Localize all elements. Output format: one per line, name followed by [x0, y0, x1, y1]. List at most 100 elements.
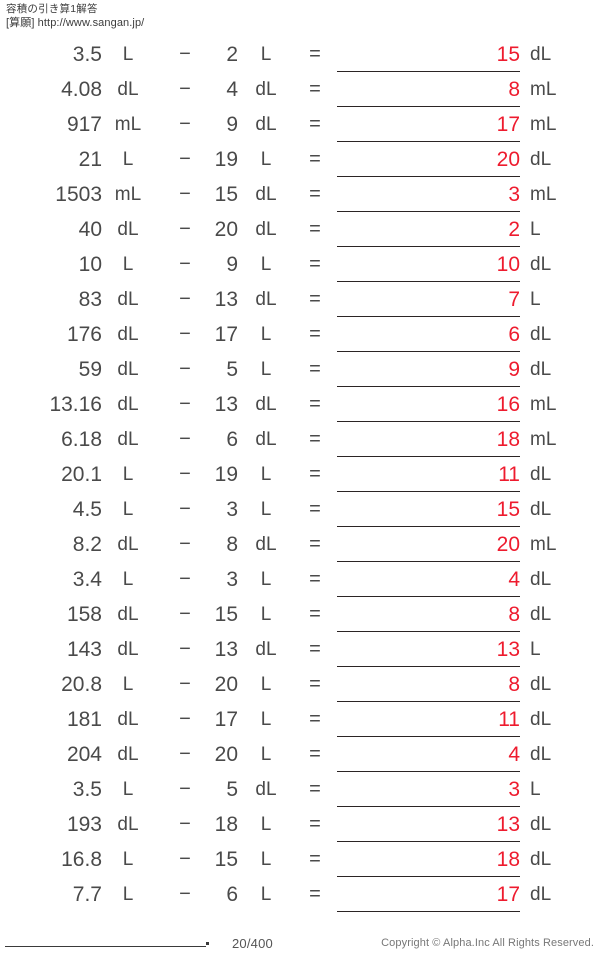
answer-value[interactable]: 17: [496, 883, 520, 906]
answer-value[interactable]: 20: [496, 533, 520, 556]
problem-unit-2: L: [260, 849, 272, 870]
answer-value[interactable]: 3: [508, 183, 520, 206]
answer-value[interactable]: 13: [496, 638, 520, 661]
problem-unit-1: dL: [117, 639, 139, 660]
answer-value[interactable]: 20: [496, 148, 520, 171]
problem-operand-1: 193: [66, 813, 102, 836]
answer-value[interactable]: 15: [496, 43, 520, 66]
answer-value[interactable]: 8: [508, 673, 520, 696]
problem-unit-2: L: [260, 149, 272, 170]
answer-value[interactable]: 18: [496, 428, 520, 451]
equals-operator: =: [309, 463, 321, 485]
answer-rule-line: [337, 176, 520, 177]
answer-rule-line: [337, 666, 520, 667]
answer-value[interactable]: 11: [498, 463, 520, 486]
problem-unit-1: dL: [117, 429, 139, 450]
problem-operand-1: 3.4: [72, 568, 102, 591]
answer-rule-line: [337, 71, 520, 72]
minus-operator: −: [179, 603, 191, 625]
answer-value[interactable]: 13: [496, 813, 520, 836]
problem-unit-2: L: [260, 254, 272, 275]
problem-operand-2: 9: [226, 253, 238, 276]
answer-value[interactable]: 6: [508, 323, 520, 346]
answer-value[interactable]: 10: [496, 253, 520, 276]
answer-value[interactable]: 3: [508, 778, 520, 801]
answer-value[interactable]: 8: [508, 78, 520, 101]
problem-operand-2: 2: [226, 43, 238, 66]
problem-operand-1: 3.5: [72, 43, 102, 66]
problem-unit-2: dL: [255, 429, 277, 450]
answer-value[interactable]: 4: [508, 743, 520, 766]
problem-unit-1: dL: [117, 79, 139, 100]
answer-value[interactable]: 4: [508, 568, 520, 591]
answer-value[interactable]: 16: [496, 393, 520, 416]
problem-operand-1: 40: [78, 218, 102, 241]
answer-unit: dL: [530, 884, 552, 905]
answer-rule-line: [337, 281, 520, 282]
answer-value[interactable]: 15: [496, 498, 520, 521]
equals-operator: =: [309, 43, 321, 65]
problem-unit-1: dL: [117, 219, 139, 240]
problem-operand-1: 20.1: [61, 463, 102, 486]
equals-operator: =: [309, 183, 321, 205]
problem-operand-1: 16.8: [61, 848, 102, 871]
problem-unit-1: L: [122, 464, 134, 485]
answer-unit: L: [530, 219, 541, 240]
problem-operand-1: 3.5: [72, 778, 102, 801]
answer-unit: dL: [530, 499, 552, 520]
problem-operand-2: 17: [214, 323, 238, 346]
answer-unit: dL: [530, 324, 552, 345]
problem-operand-2: 15: [214, 183, 238, 206]
answer-unit: mL: [530, 534, 557, 555]
answer-value[interactable]: 11: [498, 708, 520, 731]
problem-unit-1: L: [122, 499, 134, 520]
answer-rule-line: [337, 491, 520, 492]
answer-unit: dL: [530, 604, 552, 625]
answer-rule-line: [337, 211, 520, 212]
answer-value[interactable]: 17: [496, 113, 520, 136]
answer-rule-line: [337, 106, 520, 107]
problem-unit-2: L: [260, 604, 272, 625]
answer-rule-line: [337, 631, 520, 632]
problem-operand-1: 181: [66, 708, 102, 731]
answer-value[interactable]: 9: [508, 358, 520, 381]
answer-rule-line: [337, 386, 520, 387]
problem-operand-1: 7.7: [72, 883, 102, 906]
problem-unit-1: dL: [117, 394, 139, 415]
problem-unit-2: L: [260, 499, 272, 520]
problem-operand-2: 20: [214, 743, 238, 766]
problem-row: 193 dL − 18 L = 13 dL: [0, 808, 600, 843]
answer-unit: dL: [530, 464, 552, 485]
problem-row: 20.1 L − 19 L = 11 dL: [0, 458, 600, 493]
equals-operator: =: [309, 218, 321, 240]
answer-unit: dL: [530, 709, 552, 730]
answer-unit: L: [530, 639, 541, 660]
answer-value[interactable]: 7: [508, 288, 520, 311]
problem-row: 917 mL − 9 dL = 17 mL: [0, 108, 600, 143]
answer-rule-line: [337, 911, 520, 912]
equals-operator: =: [309, 148, 321, 170]
minus-operator: −: [179, 288, 191, 310]
answer-rule-line: [337, 456, 520, 457]
problem-operand-2: 13: [214, 288, 238, 311]
problem-row: 3.4 L − 3 L = 4 dL: [0, 563, 600, 598]
problem-row: 21 L − 19 L = 20 dL: [0, 143, 600, 178]
copyright-notice: Copyright © Alpha.Inc All Rights Reserve…: [381, 937, 594, 949]
answer-value[interactable]: 2: [508, 218, 520, 241]
problem-unit-1: dL: [117, 814, 139, 835]
answer-value[interactable]: 18: [496, 848, 520, 871]
equals-operator: =: [309, 78, 321, 100]
name-entry-line[interactable]: [5, 946, 206, 947]
answer-rule-line: [337, 841, 520, 842]
problem-row: 143 dL − 13 dL = 13 L: [0, 633, 600, 668]
problem-row: 6.18 dL − 6 dL = 18 mL: [0, 423, 600, 458]
problem-operand-1: 8.2: [72, 533, 102, 556]
answer-unit: mL: [530, 79, 557, 100]
minus-operator: −: [179, 498, 191, 520]
problem-operand-1: 6.18: [61, 428, 102, 451]
answer-value[interactable]: 8: [508, 603, 520, 626]
worksheet-header: 容積の引き算1解答 [算願] http://www.sangan.jp/: [6, 2, 406, 30]
problem-row: 10 L − 9 L = 10 dL: [0, 248, 600, 283]
problem-operand-2: 17: [214, 708, 238, 731]
problem-row: 83 dL − 13 dL = 7 L: [0, 283, 600, 318]
